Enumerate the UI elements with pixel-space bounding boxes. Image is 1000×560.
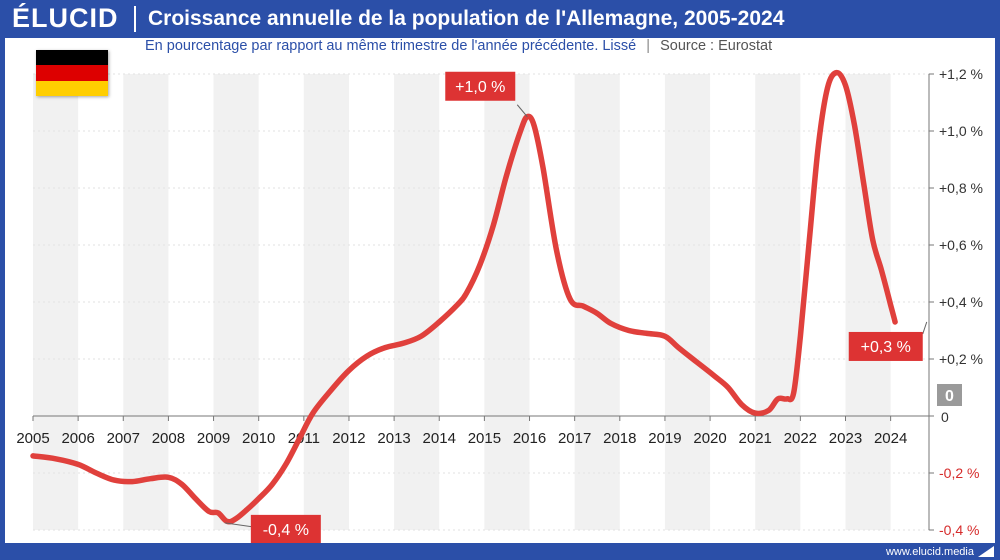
source-label: Source : Eurostat [660, 38, 773, 54]
year-band [123, 74, 169, 530]
y-tick-label: +0,2 % [939, 351, 983, 367]
year-band [755, 74, 801, 530]
annotation-label: -0,4 % [263, 522, 309, 539]
x-tick-label: 2007 [107, 430, 140, 447]
chart-title: Croissance annuelle de la population de … [148, 7, 785, 30]
annotation-leader [224, 522, 253, 528]
x-tick-label: 2022 [784, 430, 817, 447]
line-chart: +1,2 % +1,0 % +0,8 % +0,6 % +0,4 % +0,2 % 0 0 -0… [16, 66, 983, 543]
x-tick-label: 2014 [423, 430, 456, 447]
y-tick-label: +1,2 % [939, 66, 983, 82]
x-tick-label: 2019 [648, 430, 681, 447]
year-band [484, 74, 530, 530]
annotation-box [445, 71, 516, 101]
year-band [303, 74, 349, 530]
subtitle-text: En pourcentage par rapport au même trime… [145, 38, 637, 54]
annotation-leader [516, 104, 528, 118]
footer-logo-mark-icon [978, 546, 994, 557]
x-tick-label: 2024 [874, 430, 907, 447]
x-tick-label: 2008 [152, 430, 185, 447]
x-tick-label: 2005 [16, 430, 49, 447]
year-band [574, 74, 620, 530]
x-tick-label: 2006 [61, 430, 94, 447]
x-tick-label: 2012 [332, 430, 365, 447]
chart-subtitle: En pourcentage par rapport au même trime… [145, 38, 772, 54]
brand-logo[interactable]: ÉLUCID [12, 3, 119, 33]
footer-url[interactable]: www.elucid.media [885, 546, 974, 558]
annotation-label: +0,3 % [861, 339, 911, 356]
x-tick-label: 2015 [468, 430, 501, 447]
year-band [213, 74, 259, 530]
header-bar: ÉLUCID Croissance annuelle de la populat… [0, 0, 1000, 38]
x-tick-label: 2023 [829, 430, 862, 447]
chart-panel: +1,2 % +1,0 % +0,8 % +0,6 % +0,4 % +0,2 % 0 0 -0… [5, 38, 995, 543]
x-tick-label: 2018 [603, 430, 636, 447]
y-tick-label: +0,4 % [939, 294, 983, 310]
germany-flag-icon [36, 50, 108, 96]
annotation-box [848, 331, 923, 361]
series-line-population-growth [30, 69, 898, 525]
x-tick-label: 2010 [242, 430, 275, 447]
x-tick-label: 2016 [513, 430, 546, 447]
subtitle-separator: | [646, 38, 651, 54]
year-band [394, 74, 440, 530]
annotation-label: +1,0 % [455, 79, 505, 96]
x-tick-label: 2013 [377, 430, 410, 447]
y-tick-label: -0,4 % [939, 522, 979, 538]
y-tick-label: +1,0 % [939, 123, 983, 139]
annotation-leader [922, 321, 928, 335]
flag-stripe-black [36, 50, 108, 66]
y-tick-label: +0,8 % [939, 180, 983, 196]
y-tick-label: +0,6 % [939, 237, 983, 253]
annotation-box [250, 514, 321, 543]
x-tick-label: 2017 [558, 430, 591, 447]
year-band [664, 74, 711, 530]
flag-stripe-red [36, 65, 108, 81]
y-tick-label: -0,2 % [939, 465, 979, 481]
header-divider [134, 6, 136, 32]
x-tick-label: 2020 [693, 430, 726, 447]
x-tick-label: 2021 [739, 430, 772, 447]
zero-badge [937, 384, 962, 406]
zero-badge-label: 0 [945, 388, 954, 405]
x-tick-label: 2009 [197, 430, 230, 447]
flag-stripe-gold [36, 80, 108, 96]
y-tick-label: 0 [941, 409, 949, 425]
